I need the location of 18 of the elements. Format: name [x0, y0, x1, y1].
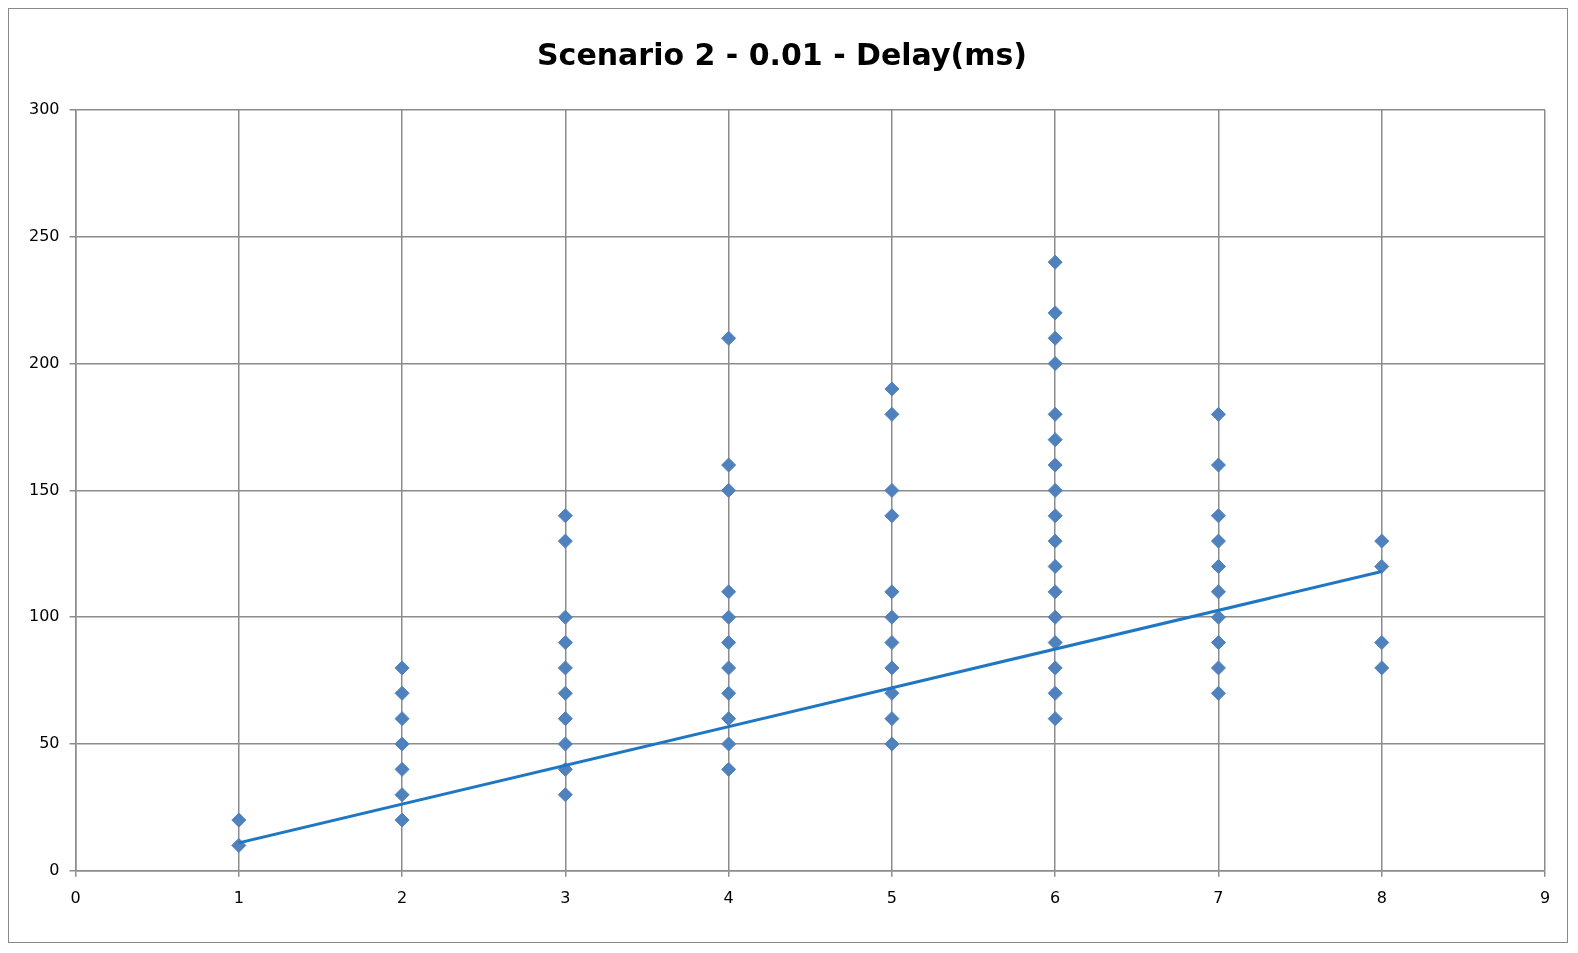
y-tick-label: 150: [28, 479, 60, 499]
x-tick-label: 5: [886, 887, 897, 907]
x-tick-label: 7: [1213, 887, 1224, 907]
y-tick-label: 0: [49, 859, 60, 879]
x-tick-label: 3: [560, 887, 571, 907]
chart-title: Scenario 2 - 0.01 - Delay(ms): [537, 36, 1027, 72]
x-tick-label: 2: [396, 887, 408, 907]
x-tick-label: 9: [1539, 887, 1551, 907]
x-tick-label: 1: [233, 887, 244, 907]
y-tick-label: 50: [39, 733, 60, 753]
y-tick-label: 100: [28, 606, 60, 626]
x-tick-label: 4: [723, 887, 734, 907]
x-tick-label: 8: [1376, 887, 1387, 907]
y-tick-label: 300: [28, 99, 60, 119]
x-tick-label: 6: [1050, 887, 1061, 907]
x-tick-label: 0: [70, 887, 81, 907]
y-tick-label: 250: [28, 225, 60, 245]
y-tick-label: 200: [28, 352, 60, 372]
